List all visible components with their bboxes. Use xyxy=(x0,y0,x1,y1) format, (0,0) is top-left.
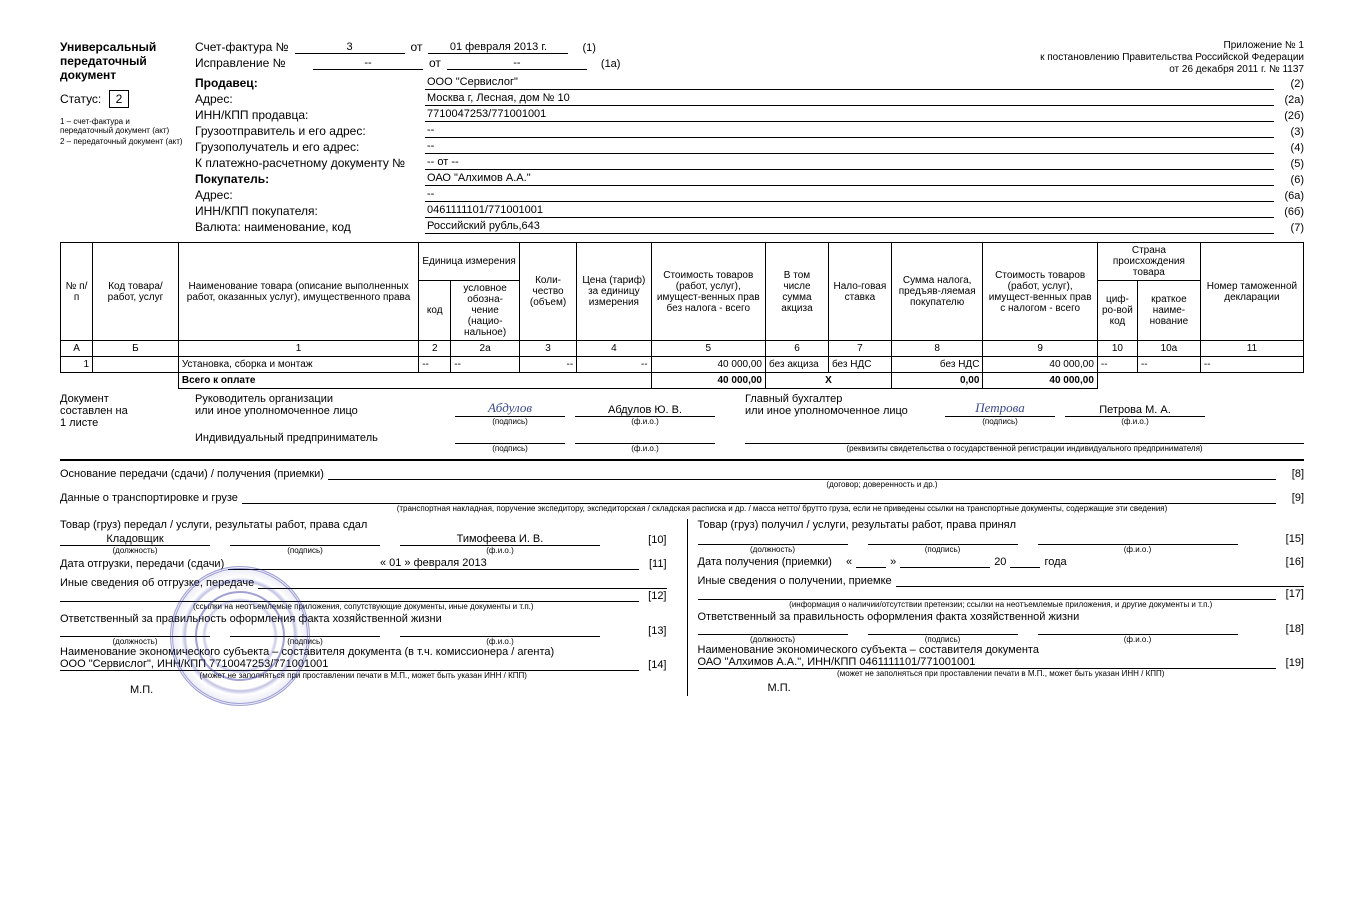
seller: ООО "Сервислог" xyxy=(425,76,1274,90)
shipper: -- xyxy=(425,124,1274,138)
appendix-info: Приложение № 1 к постановлению Правитель… xyxy=(1040,40,1304,76)
status: Статус: 2 xyxy=(60,90,185,108)
invoice-number-row: Счет-фактура № 3 от 01 февраля 2013 г. (… xyxy=(195,40,1040,54)
status-value: 2 xyxy=(109,90,130,108)
buyer-org-line: ОАО "Алхимов А.А.", ИНН/КПП 0461111101/7… xyxy=(698,656,1277,669)
status-note-2: 2 – передаточный документ (акт) xyxy=(60,138,185,147)
transport-row: Данные о транспортировке и грузе [9] xyxy=(60,491,1304,504)
accountant-signature: Петрова xyxy=(975,400,1024,415)
signatures: Документ составлен на 1 листе Руководите… xyxy=(60,393,1304,453)
seller-inn: 7710047253/771001001 xyxy=(425,108,1274,122)
invoice-date: 01 февраля 2013 г. xyxy=(428,41,568,54)
basis-row: Основание передачи (сдачи) / получения (… xyxy=(60,467,1304,480)
seller-org-line: ООО "Сервислог", ИНН/КПП 7710047253/7710… xyxy=(60,658,639,671)
director-signature: Абдулов xyxy=(488,400,532,415)
items-table: № п/п Код товара/ работ, услуг Наименова… xyxy=(60,242,1304,389)
director-name: Абдулов Ю. В. xyxy=(575,404,715,417)
payment-doc: -- от -- xyxy=(425,156,1274,170)
doc-type-title: Универсальный передаточный документ xyxy=(60,40,185,82)
seller-address: Москва г, Лесная, дом № 10 xyxy=(425,92,1274,106)
invoice-number: 3 xyxy=(295,41,405,54)
document: Универсальный передаточный документ Стат… xyxy=(60,40,1304,696)
buyer-inn: 0461111101/771001001 xyxy=(425,204,1274,218)
buyer-address: -- xyxy=(425,188,1274,202)
receive-section: Товар (груз) получил / услуги, результат… xyxy=(687,519,1305,696)
correction-row: Исправление № -- от -- (1а) xyxy=(195,56,1040,70)
consignee: -- xyxy=(425,140,1274,154)
status-note-1: 1 – счет-фактура и передаточный документ… xyxy=(60,118,185,136)
buyer: ОАО "Алхимов А.А." xyxy=(425,172,1274,186)
ship-date: « 01 » февраля 2013 xyxy=(228,557,638,570)
totals-row: Всего к оплате 40 000,00 X 0,00 40 000,0… xyxy=(61,373,1304,389)
currency: Российский рубль,643 xyxy=(425,220,1274,234)
transfer-section: Товар (груз) передал / услуги, результат… xyxy=(60,519,667,696)
accountant-name: Петрова М. А. xyxy=(1065,404,1205,417)
item-row: 1 Установка, сборка и монтаж ---- ---- 4… xyxy=(61,357,1304,373)
